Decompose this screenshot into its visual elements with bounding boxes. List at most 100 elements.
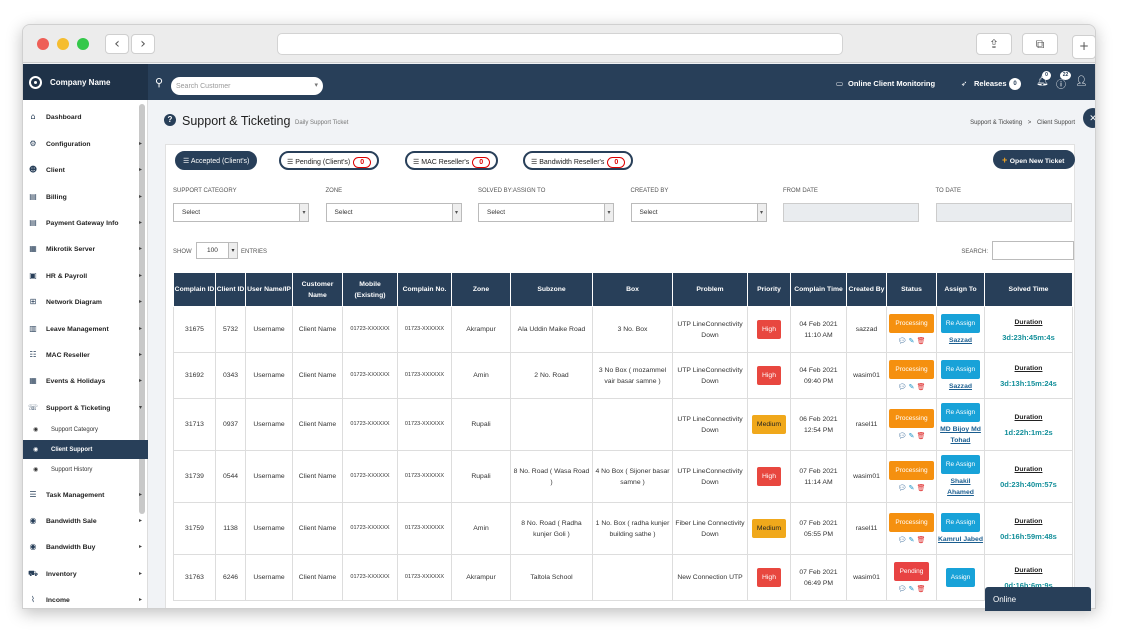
comments-icon[interactable]: 💬︎ — [897, 432, 909, 440]
assign-button[interactable]: Re Assign — [940, 455, 981, 474]
sidebar-subitem[interactable]: ◉ Support History — [23, 460, 148, 479]
trash-icon[interactable]: 🗑︎ — [916, 432, 926, 440]
plus-icon: + — [1002, 155, 1010, 165]
assign-button[interactable]: Assign — [945, 568, 976, 587]
filter-select[interactable]: Select ▾ — [325, 203, 462, 222]
trash-icon[interactable]: 🗑︎ — [916, 337, 926, 345]
brand[interactable]: Company Name — [23, 64, 148, 100]
edit-icon[interactable]: ✎ — [908, 383, 917, 391]
open-new-ticket-button[interactable]: + Open New Ticket — [993, 150, 1075, 169]
comments-icon[interactable]: 💬︎ — [897, 536, 909, 544]
cell-priority: High — [747, 554, 791, 601]
new-tab-button[interactable]: + — [1072, 35, 1095, 59]
filter-select[interactable]: Select ▾ — [173, 203, 309, 222]
sidebar-item[interactable]: ☏ Support & Ticketing ▾ — [23, 395, 148, 421]
search-customer-input[interactable]: Search Customer ▾ — [171, 77, 323, 95]
filter-label: FROM DATE — [783, 188, 818, 194]
sidebar-item[interactable]: ☷ MAC Reseller ▸ — [23, 342, 148, 368]
maximize-window-button[interactable] — [77, 38, 89, 50]
assignee-names[interactable]: Kamrul Jabed — [938, 535, 983, 543]
assignee-names[interactable]: Sazzad — [948, 336, 973, 344]
table-search-input[interactable] — [992, 241, 1074, 260]
comments-icon[interactable]: 💬︎ — [897, 337, 909, 345]
entries-select[interactable]: 100 ▾ — [196, 242, 238, 259]
sidebar-item[interactable]: ▥ Leave Management ▸ — [23, 316, 148, 342]
tab-accepted[interactable]: ☰ Accepted (Client's) — [175, 151, 258, 170]
cell-time: 07 Feb 2021 06:49 PM — [790, 554, 847, 601]
edit-icon[interactable]: ✎ — [908, 337, 917, 345]
close-window-button[interactable] — [37, 38, 49, 50]
chevron-icon: ▸ — [138, 570, 142, 577]
tickets-table: Complain ID Client ID User Name/IP Customer… — [173, 272, 1073, 601]
forward-button[interactable]: › — [131, 34, 155, 54]
assign-button[interactable]: Re Assign — [940, 403, 981, 422]
cell-mobile: 01723-XXXXXX — [342, 352, 398, 399]
date-input[interactable] — [783, 203, 919, 222]
edit-icon[interactable]: ✎ — [908, 585, 917, 593]
tab-pending[interactable]: ☰ Pending (Client's) 0 — [279, 151, 380, 170]
assignee-names[interactable]: MD Bijoy Md Tohad — [940, 426, 981, 444]
online-status-widget[interactable]: Online — [985, 587, 1091, 611]
comments-icon[interactable]: 💬︎ — [897, 484, 909, 492]
share-button[interactable]: ⇪ — [976, 33, 1012, 55]
minimize-window-button[interactable] — [57, 38, 69, 50]
help-icon: ? — [164, 114, 176, 126]
sidebar-item[interactable]: ☻ Client ▸ — [23, 157, 148, 183]
sidebar-item[interactable]: ▦ Mikrotik Server ▸ — [23, 236, 148, 262]
trash-icon[interactable]: 🗑︎ — [916, 484, 926, 492]
sidebar-item[interactable]: ◉ Bandwidth Sale ▸ — [23, 508, 148, 534]
filter-value: Select — [487, 209, 506, 216]
sidebar-item[interactable]: ▤ Payment Gateway Info ▸ — [23, 210, 148, 236]
cell-solved-time: Duration 3d:13h:15m:24s — [984, 352, 1073, 399]
cell-zone: Akrampur — [451, 306, 511, 353]
edit-icon[interactable]: ✎ — [908, 432, 917, 440]
online-label: Online — [993, 595, 1017, 604]
edit-icon[interactable]: ✎ — [908, 484, 917, 492]
sidebar-subitem[interactable]: ◉ Support Category — [23, 420, 148, 439]
online-client-monitoring-link[interactable]: Online Client Monitoring — [848, 79, 936, 88]
sidebar-item[interactable]: ▤ Billing ▸ — [23, 184, 148, 210]
sidebar-scrollbar[interactable] — [139, 104, 145, 514]
close-icon[interactable]: ✕ — [1083, 108, 1095, 128]
info-icon[interactable]: ⓘ — [1056, 80, 1066, 91]
assign-button[interactable]: Re Assign — [940, 313, 981, 333]
tab-bandwidth-reseller[interactable]: ☰ Bandwidth Reseller's 0 — [523, 151, 634, 170]
trash-icon[interactable]: 🗑︎ — [916, 536, 926, 544]
trash-icon[interactable]: 🗑︎ — [916, 383, 926, 391]
user-icon[interactable]: 👤︎ — [1075, 76, 1088, 87]
assignee-names[interactable]: Shakil Ahamed — [947, 478, 974, 496]
filter-select[interactable]: Select ▾ — [478, 203, 614, 222]
sidebar-item[interactable]: ⌇ Income ▸ — [23, 587, 148, 608]
sidebar-item[interactable]: ▦ Events & Holidays ▸ — [23, 368, 148, 394]
releases-link[interactable]: Releases — [974, 79, 1007, 88]
sidebar-item[interactable]: ⊞ Network Diagram ▸ — [23, 289, 148, 315]
date-input[interactable] — [935, 203, 1072, 222]
chevron-down-icon: ▾ — [451, 204, 461, 221]
filter-select[interactable]: Select ▾ — [630, 203, 767, 222]
comments-icon[interactable]: 💬︎ — [897, 383, 909, 391]
tabs-overview-button[interactable]: ⧉ — [1022, 33, 1058, 55]
back-button[interactable]: ‹ — [105, 34, 129, 54]
sidebar-item[interactable]: ☰ Task Management ▸ — [23, 482, 148, 508]
tab-mac-reseller[interactable]: ☰ MAC Reseller's 0 — [405, 151, 499, 170]
sidebar-item[interactable]: ⛟ Inventory ▸ — [23, 561, 148, 587]
cell-time: 06 Feb 2021 12:54 PM — [790, 398, 847, 451]
address-bar[interactable] — [277, 33, 843, 55]
sidebar-item[interactable]: ⚙ Configuration ▸ — [23, 131, 148, 157]
sidebar-subitem[interactable]: ◉ Client Support — [23, 440, 148, 459]
trash-icon[interactable]: 🗑︎ — [916, 585, 926, 593]
sidebar-item-label: Client — [46, 167, 65, 174]
sidebar-item[interactable]: ⌂ Dashboard — [23, 104, 148, 130]
cell-priority: Medium — [747, 502, 791, 555]
comments-icon[interactable]: 💬︎ — [897, 585, 909, 593]
assign-button[interactable]: Re Assign — [940, 359, 981, 379]
sidebar-item[interactable]: ◉ Bandwidth Buy ▸ — [23, 534, 148, 560]
breadcrumb-support[interactable]: Support & Ticketing — [970, 120, 1023, 126]
assign-button[interactable]: Re Assign — [940, 512, 981, 532]
assignee-names[interactable]: Sazzad — [948, 382, 973, 390]
sidebar-item[interactable]: ▣ HR & Payroll ▸ — [23, 263, 148, 289]
column-header: Box — [592, 272, 673, 307]
edit-icon[interactable]: ✎ — [908, 536, 917, 544]
bell-icon[interactable]: 🔔︎ — [1036, 76, 1049, 87]
column-header[interactable]: Complain Time — [790, 272, 847, 307]
